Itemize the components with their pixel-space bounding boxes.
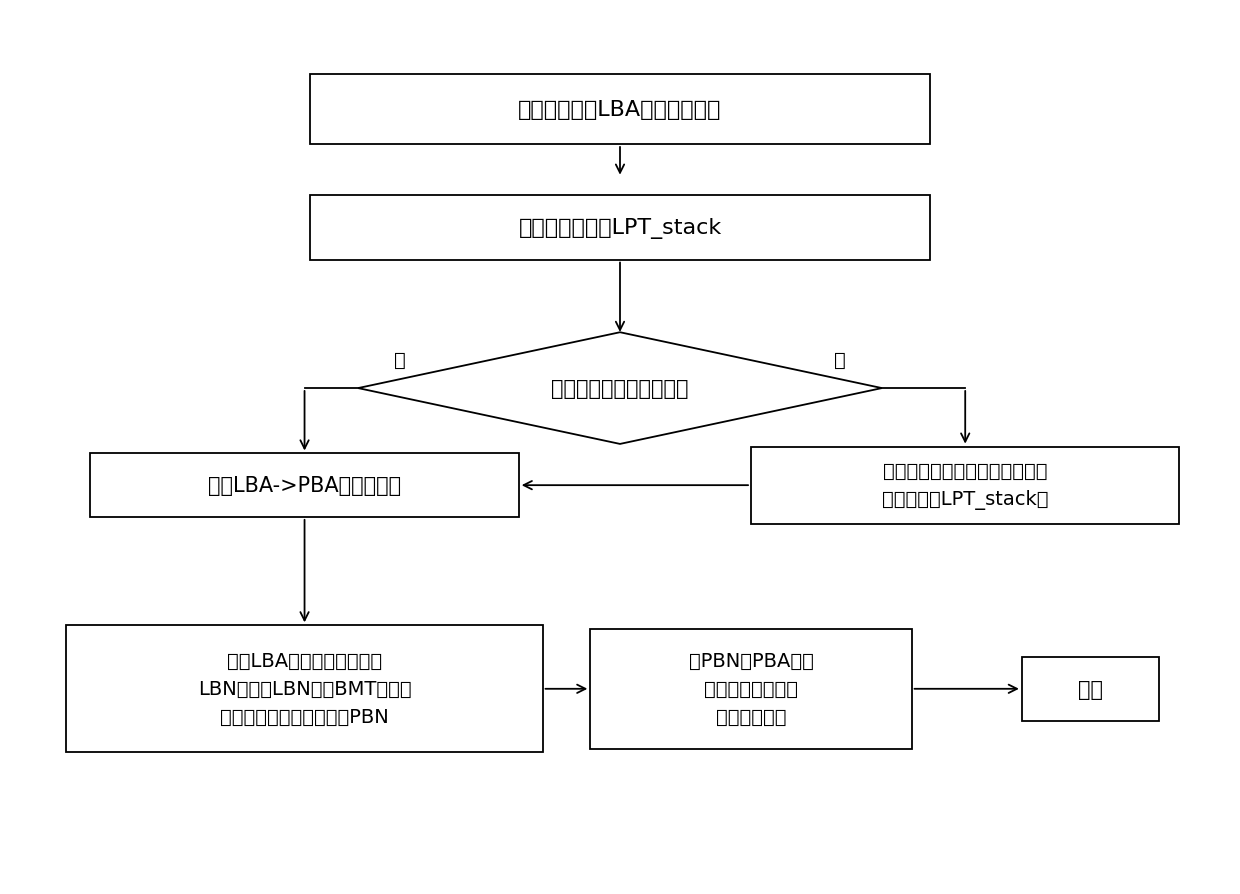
Text: 是: 是 [394,350,405,370]
Text: 判断是否有相应映射表项: 判断是否有相应映射表项 [552,379,688,399]
Bar [751,447,1179,524]
Bar [1022,657,1158,721]
Text: 结束: 结束 [1078,679,1102,699]
Text: 由PBN和PBA获得
数据的实际物理块
号，读取数据: 由PBN和PBA获得 数据的实际物理块 号，读取数据 [688,652,813,727]
Text: 操作系统给出LBA，发出读请求: 操作系统给出LBA，发出读请求 [518,100,722,120]
Text: 计算LBA对应的数据条带号
LBN，根据LBN查找BMT表，获
得对应数据的物理条带号PBN: 计算LBA对应的数据条带号 LBN，根据LBN查找BMT表，获 得对应数据的物理… [197,652,412,727]
Text: 否: 否 [835,350,846,370]
Bar [310,196,930,260]
Bar [67,626,543,753]
Text: 查看缓存映射表LPT_stack: 查看缓存映射表LPT_stack [518,217,722,239]
Polygon shape [358,333,882,444]
Text: 获得LBA->PBA的映射表项: 获得LBA->PBA的映射表项 [208,476,401,495]
Text: 从磁盘读取映射表项，并将新的
表项装入表LPT_stack中: 从磁盘读取映射表项，并将新的 表项装入表LPT_stack中 [882,461,1049,510]
Bar [590,629,911,749]
Bar [310,74,930,145]
Bar [91,454,518,518]
